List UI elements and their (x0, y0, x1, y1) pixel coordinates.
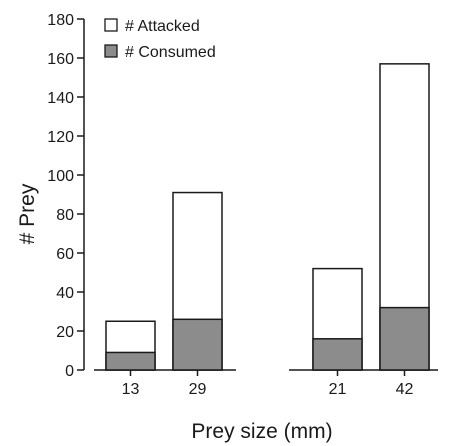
x-tick-label-42: 42 (396, 381, 414, 398)
x-tick-label-13: 13 (122, 381, 140, 398)
legend: # Attacked # Consumed (104, 18, 216, 61)
bar-consumed-29 (172, 318, 223, 371)
bar-consumed-13 (105, 351, 156, 371)
bar-consumed-42 (379, 306, 430, 371)
y-axis-title: # Prey (16, 183, 39, 244)
legend-swatch-consumed (104, 44, 118, 58)
y-tick-label: 140 (47, 90, 74, 107)
x-tick-label-29: 29 (189, 381, 207, 398)
y-tick-label: 60 (56, 246, 74, 263)
x-tick-label-21: 21 (329, 381, 347, 398)
y-tick-label: 20 (56, 324, 74, 341)
axes: 0 20 40 60 80 100 120 140 160 180 13 29 21 42 (47, 12, 438, 398)
y-tick-label: 40 (56, 285, 74, 302)
legend-label-consumed: # Consumed (125, 44, 216, 61)
y-tick-label: 80 (56, 207, 74, 224)
y-tick-label: 160 (47, 51, 74, 68)
x-axis-title: Prey size (mm) (191, 420, 332, 443)
y-tick-label: 100 (47, 168, 74, 185)
bars (105, 63, 430, 371)
bar-consumed-21 (312, 338, 363, 371)
y-tick-label: 120 (47, 129, 74, 146)
y-tick-label: 0 (65, 363, 74, 380)
legend-swatch-attacked (104, 18, 118, 32)
y-tick-label: 180 (47, 12, 74, 29)
legend-label-attacked: # Attacked (125, 18, 200, 35)
